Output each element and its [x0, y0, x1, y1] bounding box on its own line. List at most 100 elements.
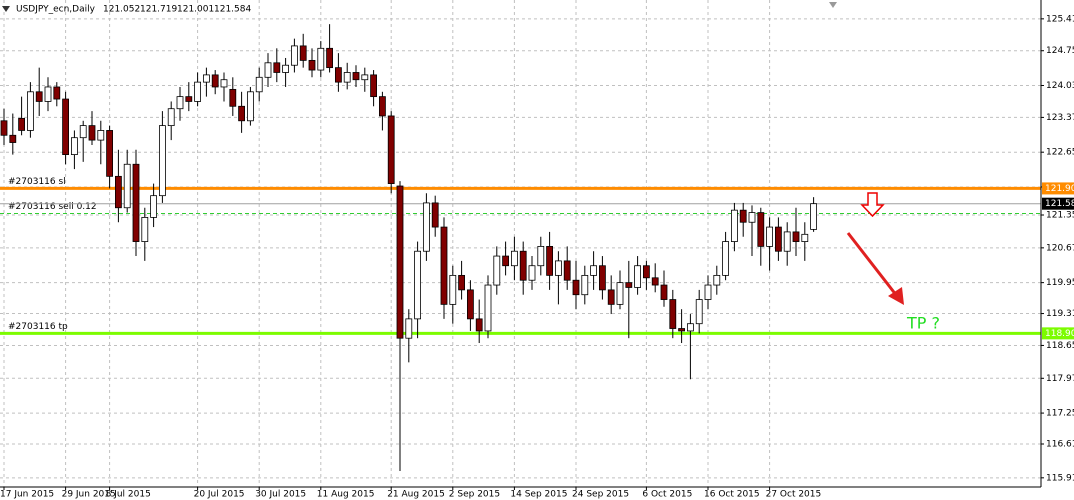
- candles: [0, 24, 817, 472]
- candle-body: [405, 318, 413, 339]
- x-tick-label: 14 Sep 2015: [510, 490, 567, 500]
- candle-body: [44, 86, 52, 102]
- candle-body: [731, 209, 738, 242]
- y-tick-label: 124.75: [1046, 46, 1074, 56]
- y-tick-label: 119.31: [1046, 309, 1074, 319]
- candle-body: [211, 74, 219, 88]
- candle-body: [484, 284, 492, 332]
- ohlc-close: 121.584: [214, 5, 251, 15]
- candle-body: [167, 108, 175, 127]
- candle-body: [150, 195, 158, 218]
- y-tick-label: 117.97: [1046, 374, 1074, 384]
- level-name: #2703116 sl: [8, 177, 66, 187]
- x-tick-label: 29 Jun 2015: [62, 490, 116, 500]
- candle-body: [185, 96, 193, 102]
- candle-body: [123, 163, 131, 209]
- candle-body: [53, 86, 61, 100]
- candle-body: [431, 202, 439, 228]
- candle-body: [35, 91, 43, 102]
- candle-body: [493, 255, 501, 286]
- candle-body: [607, 289, 615, 305]
- candle-body: [194, 81, 202, 102]
- level-name: #2703116 tp: [8, 322, 68, 332]
- candle-body: [202, 74, 210, 83]
- x-tick-label: 2 Sep 2015: [449, 490, 500, 500]
- candle-body: [651, 277, 659, 286]
- x-tick-label: 11 Aug 2015: [317, 490, 375, 500]
- candle-body: [722, 241, 729, 276]
- candle-body: [704, 284, 712, 300]
- candle-body: [519, 250, 527, 281]
- x-tick-label: 24 Sep 2015: [572, 490, 629, 500]
- annotation: TP ?: [906, 314, 940, 333]
- x-tick-label: 16 Oct 2015: [704, 490, 760, 500]
- x-tick-label: 6 Oct 2015: [642, 490, 692, 500]
- candle-body: [326, 47, 334, 69]
- candle-body: [669, 299, 677, 329]
- candle-body: [616, 282, 624, 305]
- candle-body: [810, 203, 817, 230]
- candle-body: [502, 255, 510, 267]
- x-tick-label: 27 Oct 2015: [766, 490, 822, 500]
- candle-body: [458, 274, 466, 291]
- candle-body: [678, 328, 685, 332]
- candle-body: [396, 185, 404, 339]
- candle-body: [599, 265, 606, 291]
- ohlc-low: 121.001: [177, 5, 214, 15]
- x-tick-label: 17 Jun 2015: [0, 490, 54, 500]
- candle-body: [475, 318, 483, 332]
- candle-body: [115, 175, 122, 209]
- level-tag-label: 118.90: [1045, 329, 1074, 339]
- y-tick-label: 120.67: [1046, 243, 1074, 253]
- candle-body: [158, 125, 166, 197]
- candle-body: [528, 265, 536, 281]
- candle-body: [757, 212, 765, 247]
- candle-body: [352, 72, 360, 81]
- candle-body: [378, 96, 386, 117]
- y-tick-label: 123.37: [1046, 113, 1074, 123]
- candle-body: [449, 274, 457, 305]
- candle-body: [387, 115, 395, 184]
- y-tick-label: 117.25: [1046, 409, 1074, 419]
- x-tick-label: 20 Jul 2015: [194, 490, 245, 500]
- candle-body: [643, 265, 650, 279]
- candle-body: [572, 279, 580, 296]
- y-tick-label: 122.65: [1046, 148, 1074, 158]
- candle-body: [687, 323, 694, 332]
- candle-body: [229, 88, 237, 107]
- candle-body: [106, 130, 113, 177]
- bid-tag: [1042, 197, 1074, 210]
- ohlc-open: 121.052: [103, 5, 140, 15]
- shift-marker: [829, 2, 837, 8]
- candle-body: [88, 125, 96, 141]
- candle-body: [370, 74, 378, 98]
- candle-body: [220, 79, 228, 88]
- candle-body: [537, 245, 545, 267]
- level-tag: [1042, 327, 1074, 340]
- candle-body: [282, 64, 290, 73]
- candle-body: [317, 47, 325, 71]
- red-arrow: [846, 232, 902, 301]
- x-tick-label: 30 Jul 2015: [255, 490, 306, 500]
- candle-body: [590, 265, 597, 276]
- candle-body: [766, 226, 773, 247]
- chart-title: USDJPY_ecn,Daily: [16, 5, 96, 15]
- candle-body: [555, 260, 562, 276]
- candle-body: [334, 67, 342, 83]
- y-tick-label: 118.65: [1046, 341, 1074, 351]
- candle-body: [783, 231, 791, 252]
- level-name: #2703116 sell 0.12: [8, 202, 97, 212]
- y-tick-label: 116.61: [1046, 440, 1074, 450]
- down-arrow: [860, 192, 885, 218]
- candle-body: [801, 233, 809, 242]
- level-tag-label: 121.90: [1045, 184, 1074, 194]
- y-tick-label: 125.41: [1046, 14, 1074, 24]
- level-tag: [1042, 182, 1074, 195]
- candle-body: [308, 59, 316, 71]
- x-tick-label: 21 Aug 2015: [387, 490, 445, 500]
- candle-body: [546, 245, 553, 276]
- candle-body: [775, 226, 782, 252]
- axis-labels: 125.41124.75124.03123.37122.65121.93121.…: [0, 14, 1074, 500]
